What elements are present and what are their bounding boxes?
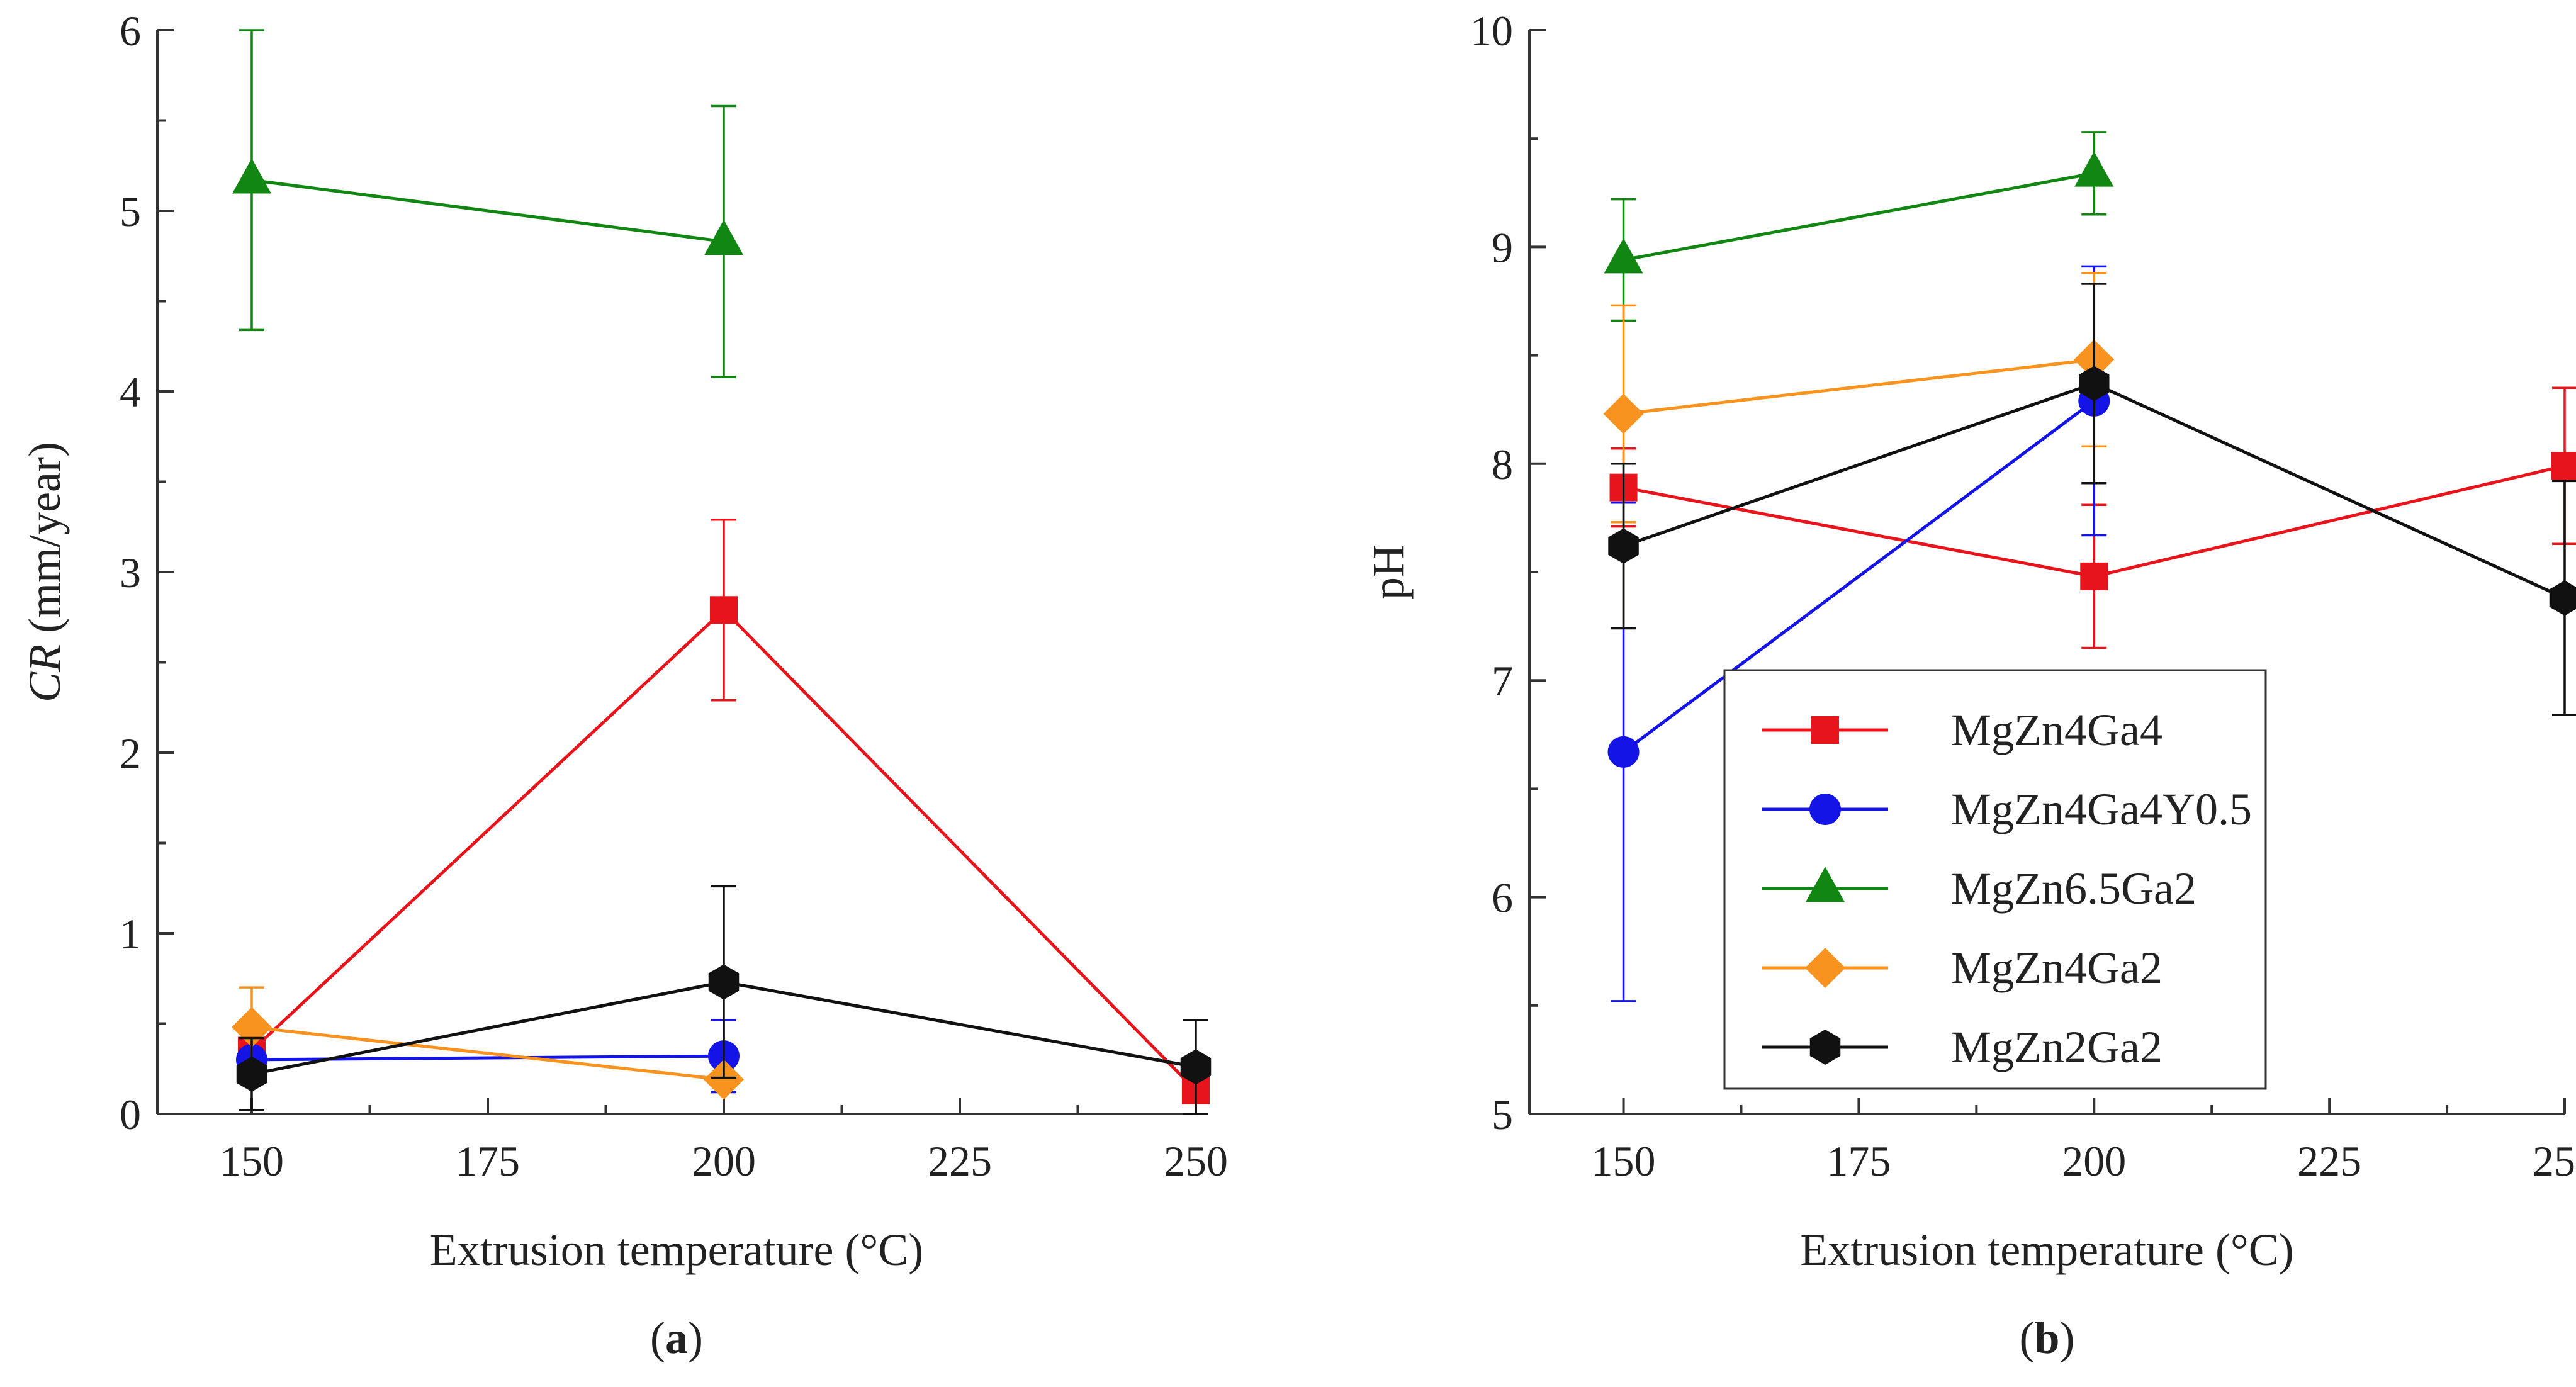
legend-marker (1811, 716, 1839, 744)
series-mgzn6-5ga2-a (232, 29, 743, 378)
legend-marker (1806, 867, 1845, 902)
legend-label: MgZn4Ga4 (1951, 705, 2163, 755)
data-point (2080, 562, 2108, 590)
panel-label-letter: b (2034, 1313, 2059, 1363)
series-line (1623, 171, 2095, 262)
legend-item-mgzn4ga4: MgZn4Ga4 (1762, 705, 2163, 755)
data-point (2074, 151, 2114, 187)
y-tick-label-b: 9 (1492, 223, 1513, 271)
series-line (251, 178, 724, 244)
panel-label-b: (b) (2019, 1313, 2074, 1363)
y-tick-label-b: 6 (1492, 874, 1513, 922)
panel-label-a: (a) (650, 1313, 703, 1363)
data-point (2079, 366, 2110, 402)
y-tick-label-a: 4 (120, 368, 141, 416)
panel-label-open: ( (650, 1313, 665, 1363)
series-mgzn2ga2-a (236, 885, 1212, 1115)
data-point (1604, 238, 1643, 274)
legend-item-mgzn4ga2: MgZn4Ga2 (1762, 943, 2163, 993)
data-point (1180, 1049, 1212, 1085)
x-tick-label-a: 225 (928, 1137, 992, 1185)
y-tick-label-a: 5 (120, 188, 141, 235)
series-line (1623, 399, 2095, 753)
y-tick-label-b: 5 (1492, 1091, 1513, 1138)
y-tick-label-b: 10 (1470, 7, 1513, 55)
data-point (2549, 580, 2576, 616)
panel-label-close: ) (688, 1313, 703, 1363)
legend-marker (1805, 948, 1845, 988)
legend-label: MgZn2Ga2 (1951, 1022, 2163, 1072)
x-tick-label-a: 175 (456, 1137, 520, 1185)
data-point (236, 1056, 267, 1092)
x-tick-label-a: 200 (692, 1137, 756, 1185)
panel-label-letter: a (665, 1313, 688, 1363)
series-mgzn6-5ga2-b (1604, 131, 2114, 322)
x-tick-label-b: 175 (1826, 1137, 1891, 1185)
legend-label: MgZn4Ga2 (1951, 943, 2163, 993)
y-tick-label-b: 7 (1492, 657, 1513, 705)
x-tick-label-b: 150 (1592, 1137, 1656, 1185)
data-point (1608, 528, 1639, 564)
panel-a-chart: 0 1 2 3 4 5 6 150 175 200 225 250 Extrusion temperat… (20, 7, 1228, 1363)
data-point (710, 596, 738, 624)
y-tick-label-b: 8 (1492, 441, 1513, 488)
x-tick-label-b: 200 (2062, 1137, 2126, 1185)
data-point (704, 1059, 744, 1100)
legend-marker (1809, 794, 1841, 825)
x-tick-label-b: 250 (2533, 1137, 2576, 1185)
panel-label-open: ( (2019, 1313, 2034, 1363)
series-line (1623, 358, 2095, 416)
legend: MgZn4Ga4 MgZn4Ga4Y0.5 MgZn6.5Ga2 MgZn4Ga2 Mg… (1723, 669, 2267, 1090)
data-point (2551, 452, 2576, 480)
legend-label: MgZn4Ga4Y0.5 (1951, 784, 2252, 834)
series-mgzn2ga2-b (1608, 283, 2576, 717)
data-point (704, 220, 743, 256)
data-point (1603, 393, 1644, 434)
y-tick-label-a: 6 (120, 7, 141, 55)
y-tick-label-a: 0 (120, 1091, 141, 1138)
x-tick-label-a: 150 (220, 1137, 284, 1185)
y-tick-label-a: 1 (120, 910, 141, 958)
data-point (232, 158, 271, 194)
y-tick-label-a: 3 (120, 549, 141, 597)
panel-label-close: ) (2060, 1313, 2075, 1363)
y-axis-title-b: pH (1363, 544, 1414, 600)
x-axis-title-a: Extrusion temperature (°C) (430, 1225, 924, 1275)
legend-item-mgzn6-5ga2: MgZn6.5Ga2 (1762, 863, 2196, 914)
y-tick-label-a: 2 (120, 729, 141, 777)
legend-marker (1809, 1030, 1841, 1065)
legend-label: MgZn6.5Ga2 (1951, 863, 2196, 914)
x-tick-label-a: 250 (1164, 1137, 1228, 1185)
x-axis-title-b: Extrusion temperature (°C) (1800, 1225, 2294, 1275)
data-point (708, 964, 740, 1000)
y-axis-title-italic: CR (20, 644, 70, 702)
legend-item-mgzn4ga4y0-5: MgZn4Ga4Y0.5 (1762, 784, 2252, 834)
series-line (251, 1025, 724, 1081)
legend-item-mgzn2ga2: MgZn2Ga2 (1762, 1022, 2163, 1072)
y-axis-title-a: CR (mm/year) (20, 442, 70, 702)
data-point (1607, 736, 1640, 768)
panel-b-chart: 5 6 7 8 9 10 150 175 200 225 250 Extrusion temperat… (1363, 7, 2576, 1363)
x-tick-label-b: 225 (2297, 1137, 2361, 1185)
y-axis-title-unit: (mm/year) (20, 442, 70, 644)
